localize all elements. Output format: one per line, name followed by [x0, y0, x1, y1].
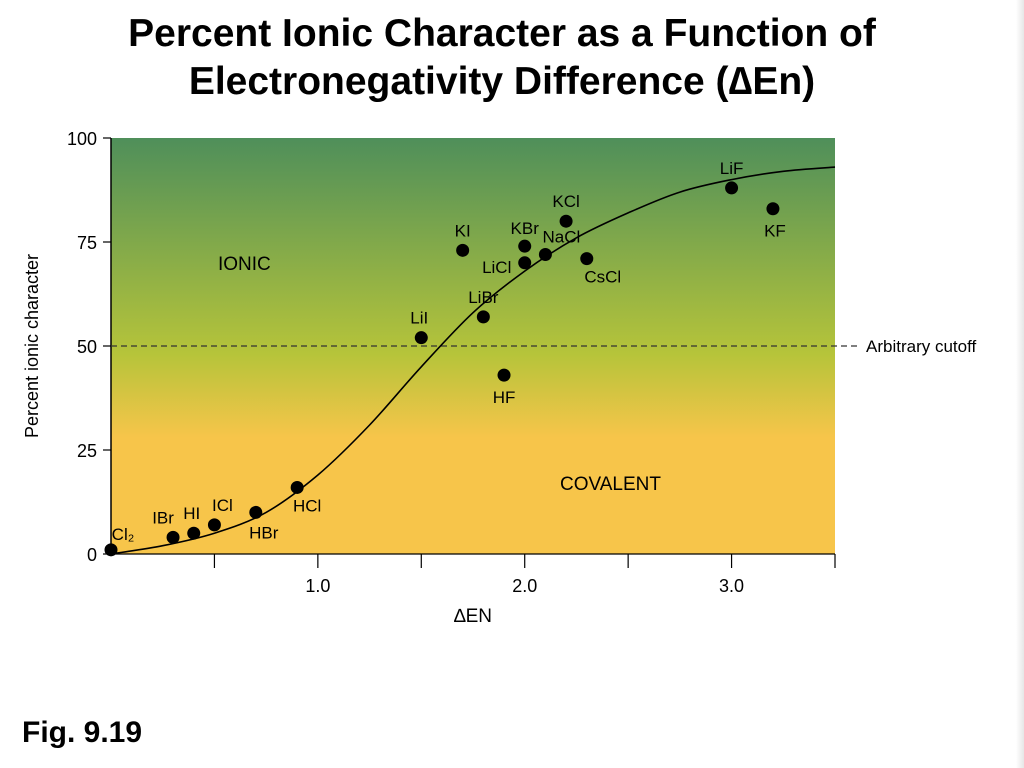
- data-point-label: LiI: [410, 309, 428, 328]
- axes: [110, 138, 835, 556]
- figure-caption: Fig. 9.19: [22, 716, 143, 749]
- data-point-label: LiBr: [468, 288, 499, 307]
- data-point-label: KI: [455, 221, 471, 240]
- data-point: [476, 310, 490, 324]
- data-point: [725, 181, 739, 195]
- data-point-label: HI: [183, 504, 200, 523]
- data-point-label: NaCl: [543, 227, 581, 246]
- slide-title-line-1: Percent Ionic Character as a Function of: [128, 12, 876, 55]
- trend-curve: [110, 166, 836, 555]
- data-point: [249, 505, 263, 519]
- data-point: [559, 214, 573, 228]
- data-point: [414, 331, 428, 345]
- cutoff-label: Arbitrary cutoff: [866, 337, 977, 356]
- slide-title: Percent Ionic Character as a Function of…: [0, 10, 1004, 106]
- data-points: Cl₂ IBr HI ICl HBr HCl LiI KI LiBr HF KBr LiCl NaCl K…: [104, 159, 786, 557]
- region-label-ionic: IONIC: [218, 254, 271, 275]
- data-point: [207, 518, 221, 532]
- data-point: [187, 526, 201, 540]
- data-point-label: KF: [764, 222, 786, 241]
- y-tick-label: 25: [77, 441, 97, 461]
- data-point-label: HCl: [293, 496, 321, 515]
- data-point: [456, 243, 470, 257]
- y-axis-label: Percent ionic character: [22, 254, 42, 438]
- data-point: [538, 247, 552, 261]
- data-point: [166, 530, 180, 544]
- slide-title-line-2: Electronegativity Difference (∆En): [188, 60, 816, 103]
- data-point: [104, 543, 118, 557]
- x-axis-label: ∆EN: [454, 606, 492, 627]
- data-point: [497, 368, 511, 382]
- data-point: [290, 480, 304, 494]
- y-tick-label: 100: [67, 129, 97, 149]
- x-tick-label: 2.0: [512, 576, 537, 596]
- data-point: [766, 202, 780, 216]
- y-tick-label: 50: [77, 337, 97, 357]
- data-point-label: LiF: [720, 159, 744, 178]
- data-point-label: KBr: [511, 219, 540, 238]
- region-label-covalent: COVALENT: [560, 474, 661, 495]
- data-point-label: HBr: [249, 523, 279, 542]
- data-point: [518, 256, 532, 270]
- y-tick-label: 0: [87, 545, 97, 565]
- data-point-label: ICl: [212, 496, 233, 515]
- data-point: [580, 252, 594, 266]
- x-tick-label: 1.0: [305, 576, 330, 596]
- data-point-label: KCl: [552, 192, 579, 211]
- data-point-label: CsCl: [584, 268, 621, 287]
- data-point-label: Cl₂: [112, 525, 135, 544]
- data-point: [518, 239, 532, 253]
- data-point-label: IBr: [152, 508, 174, 527]
- y-tick-label: 75: [77, 233, 97, 253]
- x-tick-label: 3.0: [719, 576, 744, 596]
- slide-edge-shadow: [1016, 0, 1024, 768]
- axis-ticks: 0 25 50 75 100 1.0 2.0 3.0: [67, 129, 836, 596]
- data-point-label: HF: [493, 388, 516, 407]
- data-point-label: LiCl: [482, 258, 511, 277]
